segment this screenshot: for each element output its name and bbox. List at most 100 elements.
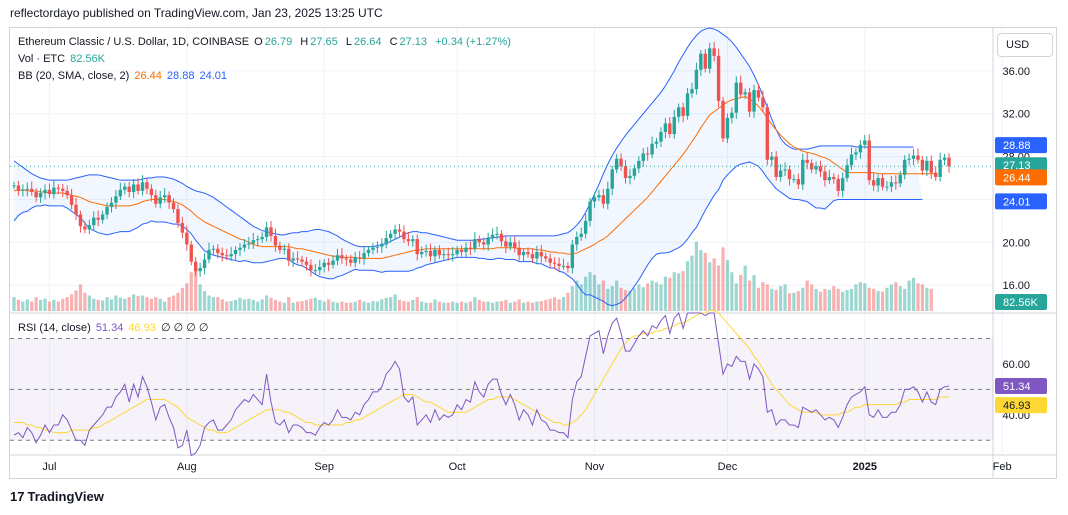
candle-body bbox=[326, 262, 331, 265]
volume-bar bbox=[56, 301, 60, 311]
volume-bar bbox=[694, 241, 699, 311]
candle-body bbox=[331, 260, 335, 265]
rsi-tag-bg bbox=[995, 377, 1047, 394]
volume-bar bbox=[646, 283, 650, 311]
bb-label[interactable]: BB (20, SMA, close, 2) bbox=[18, 70, 130, 82]
volume-bar bbox=[619, 287, 623, 311]
candle-body bbox=[796, 179, 801, 185]
candle-body bbox=[437, 249, 442, 256]
candle-body bbox=[530, 254, 535, 259]
candle-body bbox=[654, 141, 659, 144]
open-value: 26.79 bbox=[264, 36, 293, 48]
volume-bar bbox=[920, 284, 925, 311]
volume-bar bbox=[849, 288, 854, 311]
volume-bar bbox=[818, 291, 823, 311]
candle-body bbox=[805, 159, 809, 164]
candle-body bbox=[871, 180, 876, 186]
volume-bar bbox=[233, 299, 238, 311]
candle-body bbox=[318, 266, 322, 271]
candle-body bbox=[291, 258, 295, 261]
candle-body bbox=[384, 238, 388, 245]
candle-body bbox=[171, 202, 176, 210]
candle-body bbox=[477, 239, 481, 243]
candle-body bbox=[614, 158, 619, 170]
volume-bar bbox=[229, 301, 233, 311]
candle-body bbox=[225, 255, 229, 257]
volume-label[interactable]: Vol · ETC bbox=[18, 53, 66, 65]
volume-bar bbox=[12, 297, 16, 311]
bb-upper-line bbox=[13, 27, 914, 248]
volume-bar bbox=[397, 299, 402, 311]
candle-body bbox=[752, 90, 756, 112]
candle-body bbox=[632, 168, 637, 176]
symbol-title[interactable]: Ethereum Classic / U.S. Dollar, 1D, COIN… bbox=[18, 36, 250, 48]
volume-bar bbox=[202, 291, 207, 311]
volume-bar bbox=[459, 301, 464, 311]
volume-bar bbox=[74, 290, 78, 311]
candle-body bbox=[699, 53, 703, 70]
candle-body bbox=[765, 107, 770, 160]
candle-body bbox=[300, 259, 304, 262]
candle-body bbox=[761, 97, 765, 108]
volume-bar bbox=[872, 288, 876, 311]
candle-body bbox=[52, 187, 56, 195]
volume-bar bbox=[690, 255, 694, 311]
candle-body bbox=[114, 196, 118, 203]
volume-bar bbox=[433, 299, 437, 311]
candle-body bbox=[78, 214, 83, 227]
candle-body bbox=[685, 93, 690, 116]
candle-body bbox=[193, 261, 198, 272]
candle-body bbox=[712, 48, 716, 56]
candle-body bbox=[402, 231, 406, 240]
candle-body bbox=[313, 270, 318, 272]
volume-bar bbox=[61, 298, 65, 311]
volume-bar bbox=[344, 302, 348, 311]
candle-body bbox=[322, 262, 326, 267]
volume-bar bbox=[721, 247, 725, 311]
volume-bar bbox=[180, 287, 184, 311]
volume-bar bbox=[566, 292, 570, 311]
volume-bar bbox=[127, 297, 131, 311]
candle-body bbox=[411, 239, 415, 242]
bb-upper-value: 28.88 bbox=[166, 70, 195, 82]
volume-bar bbox=[610, 286, 614, 311]
candle-body bbox=[863, 140, 867, 145]
candle-body bbox=[264, 227, 269, 237]
volume-bar bbox=[774, 289, 778, 311]
time-tick-label: Oct bbox=[449, 461, 466, 473]
volume-legend: Vol · ETC 82.56K bbox=[18, 53, 107, 65]
volume-bar bbox=[300, 301, 304, 311]
volume-bar bbox=[132, 294, 136, 311]
candle-body bbox=[131, 184, 136, 192]
candle-body bbox=[123, 186, 127, 190]
rsi-extra: ∅ ∅ ∅ ∅ bbox=[161, 322, 209, 334]
volume-bar bbox=[823, 288, 827, 311]
high-value: 27.65 bbox=[310, 36, 338, 48]
candle-body bbox=[668, 123, 672, 135]
candle-body bbox=[840, 178, 845, 191]
rsi-label[interactable]: RSI (14, close) bbox=[18, 322, 91, 334]
candle-body bbox=[247, 243, 251, 245]
volume-bar bbox=[894, 282, 898, 311]
volume-bar bbox=[87, 295, 91, 311]
candle-body bbox=[521, 251, 526, 256]
volume-bar bbox=[340, 301, 344, 311]
volume-bar bbox=[739, 275, 743, 311]
candle-body bbox=[517, 247, 521, 256]
rsi-tag: 51.34 bbox=[1003, 381, 1031, 393]
candle-body bbox=[885, 186, 889, 188]
candle-body bbox=[251, 240, 255, 244]
volume-bar bbox=[641, 287, 645, 311]
volume-bar bbox=[810, 284, 814, 311]
volume-bar bbox=[189, 272, 193, 311]
candle-body bbox=[415, 239, 419, 255]
candle-body bbox=[176, 209, 180, 224]
volume-bar bbox=[225, 301, 229, 311]
currency-button[interactable]: USD bbox=[997, 33, 1053, 57]
volume-tag-bg bbox=[995, 294, 1047, 310]
candle-body bbox=[109, 202, 114, 207]
candle-body bbox=[867, 140, 871, 181]
candle-body bbox=[637, 160, 641, 169]
volume-bar bbox=[176, 292, 180, 311]
